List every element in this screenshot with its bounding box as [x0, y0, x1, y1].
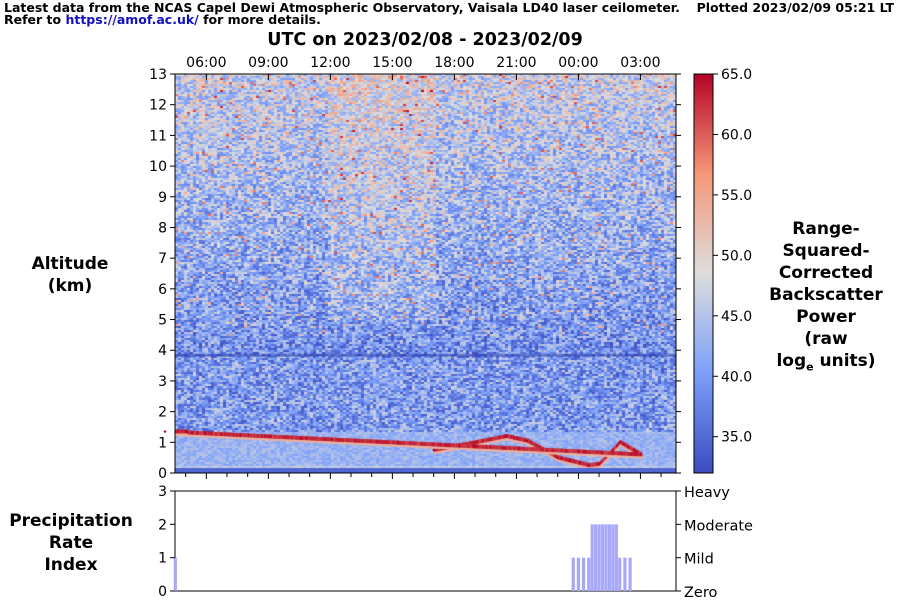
cloud-base-point	[184, 430, 187, 433]
colorbar-title: Range- Squared- Corrected Backscatter Po…	[758, 218, 894, 378]
precip-axis-label: Precipitation Rate Index	[0, 510, 142, 576]
altitude-tick-label: 11	[149, 128, 167, 144]
header-ref-suffix: for more details.	[198, 12, 321, 27]
cloud-base-point	[432, 448, 435, 452]
cloud-base-point	[556, 456, 559, 459]
colorbar-title-sub: e	[806, 360, 814, 374]
precip-tick-label: 0	[158, 584, 167, 600]
altitude-tick-label: 10	[149, 159, 167, 175]
cloud-base-point	[163, 430, 167, 433]
amof-link[interactable]: https://amof.ac.uk/	[65, 12, 199, 27]
precip-level-label: Heavy	[684, 485, 730, 501]
precip-bar	[614, 524, 618, 591]
precip-bar	[587, 557, 591, 591]
altitude-tick-label: 3	[158, 374, 167, 390]
header-description: Latest data from the NCAS Capel Dewi Atm…	[4, 0, 680, 15]
precip-tick-label: 2	[158, 517, 167, 533]
x-tick-label: 00:00	[558, 55, 598, 71]
cloud-base-point	[618, 441, 621, 444]
plotted-timestamp: Plotted 2023/02/09 05:21 LT	[696, 0, 894, 15]
colorbar-title-line: Corrected	[778, 263, 874, 283]
precip-label-line2: Rate	[48, 533, 94, 553]
precip-bar	[611, 524, 615, 591]
x-tick-label: 18:00	[434, 55, 474, 71]
cloud-base-point	[525, 439, 528, 442]
colorbar-tick-label: 45.0	[721, 309, 752, 325]
precip-label-line3: Index	[44, 555, 98, 575]
altitude-tick-label: 7	[158, 251, 167, 267]
header-line1: Latest data from the NCAS Capel Dewi Atm…	[4, 0, 680, 15]
x-tick-label: 03:00	[620, 55, 660, 71]
colorbar-title-line: loge units)	[758, 350, 894, 378]
colorbar-title-line: Squared-	[782, 241, 870, 261]
colorbar-tick-label: 65.0	[721, 67, 752, 83]
colorbar-title-line: Range-	[792, 219, 860, 239]
altitude-tick-label: 4	[158, 343, 167, 359]
x-tick-label: 09:00	[248, 55, 288, 71]
backscatter-heatmap	[175, 74, 676, 473]
precip-bar	[594, 524, 598, 591]
precip-bar	[623, 557, 627, 591]
plot-title: UTC on 2023/02/08 - 2023/02/09	[267, 30, 583, 50]
cloud-base-point	[639, 453, 642, 456]
altitude-tick-label: 6	[158, 282, 167, 298]
x-tick-label: 12:00	[310, 55, 350, 71]
altitude-tick-label: 13	[149, 67, 167, 83]
colorbar-title-line: Power	[796, 307, 856, 327]
precip-tick-label: 3	[158, 484, 167, 500]
header-ref-prefix: Refer to	[4, 12, 66, 27]
colorbar-title-log: log	[776, 351, 807, 371]
precip-bar	[571, 557, 575, 591]
altitude-label-line: Altitude	[31, 254, 109, 274]
precip-bar	[628, 557, 632, 591]
colorbar-tick-label: 60.0	[721, 127, 752, 143]
cloud-base-point	[504, 434, 508, 438]
precip-bar	[597, 524, 601, 591]
altitude-tick-label: 12	[149, 98, 167, 114]
altitude-tick-label: 0	[158, 466, 167, 482]
x-tick-label: 06:00	[186, 55, 226, 71]
header-reference: Refer to https://amof.ac.uk/ for more de…	[4, 12, 321, 27]
altitude-tick-label: 1	[158, 435, 167, 451]
heatmap-frame	[174, 73, 677, 474]
precip-bar	[618, 557, 622, 591]
precip-tick-label: 1	[158, 551, 167, 567]
colorbar-tick-label: 55.0	[721, 188, 752, 204]
precip-level-label: Zero	[684, 585, 717, 600]
colorbar-tick-label: 40.0	[721, 369, 752, 385]
colorbar-tick-label: 35.0	[721, 430, 752, 446]
precip-bar	[590, 524, 594, 591]
precip-label-line1: Precipitation	[9, 511, 133, 531]
precip-level-label: Moderate	[684, 518, 753, 534]
colorbar-title-line: Backscatter	[769, 285, 883, 305]
precip-bar	[604, 524, 608, 591]
colorbar-title-suffix: units)	[813, 351, 876, 371]
altitude-tick-label: 8	[158, 220, 167, 236]
altitude-tick-label: 2	[158, 405, 167, 421]
altitude-unit-line: (km)	[47, 276, 93, 296]
x-tick-label: 15:00	[372, 55, 412, 71]
cloud-base-point	[473, 441, 477, 444]
altitude-axis-label: Altitude (km)	[8, 253, 132, 297]
precip-level-label: Mild	[684, 552, 714, 568]
precip-bar	[607, 524, 612, 591]
precip-bar	[600, 524, 605, 591]
colorbar-title-line: (raw	[804, 329, 848, 349]
colorbar-tick-label: 50.0	[721, 248, 752, 264]
cloud-base-point	[587, 464, 590, 467]
precip-bar	[581, 557, 586, 591]
altitude-tick-label: 9	[158, 190, 167, 206]
precip-bar	[173, 557, 177, 591]
precip-bar	[576, 557, 580, 591]
x-tick-label: 21:00	[496, 55, 536, 71]
altitude-tick-label: 5	[158, 313, 167, 329]
colorbar	[693, 73, 714, 474]
cloud-base-point	[597, 462, 601, 465]
precip-frame	[174, 490, 677, 592]
